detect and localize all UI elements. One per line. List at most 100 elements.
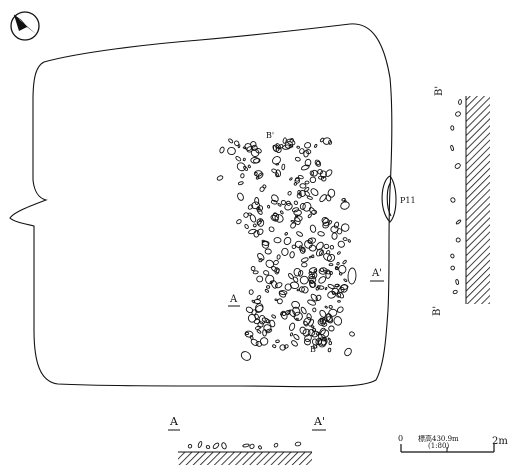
section-a-label-end: A' <box>313 415 325 428</box>
stone <box>275 169 282 178</box>
stone <box>297 270 304 277</box>
stone <box>257 220 262 225</box>
stone <box>331 232 338 240</box>
stone <box>450 145 454 151</box>
scale-elevation: 標高430.9m <box>418 434 459 443</box>
stone <box>344 347 352 357</box>
stone <box>450 265 455 271</box>
stone <box>319 309 327 318</box>
stone <box>327 290 337 299</box>
stone <box>275 339 280 344</box>
stone <box>327 347 332 353</box>
stone <box>294 177 301 184</box>
stone <box>256 295 262 300</box>
stone <box>248 228 257 235</box>
stone <box>452 289 458 295</box>
stone <box>294 217 301 226</box>
stone <box>309 281 317 288</box>
stone <box>294 156 301 162</box>
stone <box>315 241 324 251</box>
stone <box>268 226 275 233</box>
stone <box>306 195 313 200</box>
stone <box>325 194 332 202</box>
stone <box>455 237 461 243</box>
stone <box>311 325 315 329</box>
stone <box>322 217 330 227</box>
stone <box>291 300 300 309</box>
stone <box>257 172 264 179</box>
stone <box>311 169 318 177</box>
stone <box>320 175 327 182</box>
stone <box>308 255 312 259</box>
scale-left-value: 0 <box>398 434 403 443</box>
stone <box>273 442 279 448</box>
pit-p11: P11 <box>381 175 416 223</box>
stone <box>270 199 278 205</box>
plan-label-b-bottom: B' <box>310 345 318 354</box>
stone <box>236 219 242 225</box>
stone <box>321 322 328 327</box>
stone <box>308 244 317 252</box>
stone <box>259 337 269 346</box>
stone <box>337 300 341 303</box>
stone <box>251 201 260 210</box>
stone <box>247 204 254 210</box>
stone <box>311 254 315 259</box>
stone <box>347 239 351 243</box>
stone <box>309 176 317 184</box>
stone <box>316 160 321 166</box>
stone <box>318 276 327 284</box>
stone <box>323 243 330 249</box>
stone <box>246 146 254 153</box>
scale-right-value: 2m <box>492 436 508 447</box>
stone <box>293 333 300 341</box>
stone <box>324 287 328 291</box>
stone <box>258 445 262 450</box>
section-b: B' B' <box>432 86 490 316</box>
stone <box>242 443 250 448</box>
stone <box>308 271 313 275</box>
stone <box>278 144 284 149</box>
stone <box>253 299 261 304</box>
stone <box>265 328 273 334</box>
stone <box>328 220 333 225</box>
stone <box>240 173 245 179</box>
stone <box>343 278 348 283</box>
section-a-hatch <box>178 452 312 465</box>
section-b-hatch <box>466 96 490 304</box>
stone <box>325 269 331 275</box>
stone <box>277 203 282 207</box>
stone <box>254 313 259 320</box>
stone <box>313 269 318 273</box>
stone <box>333 221 340 229</box>
stone <box>299 275 309 285</box>
stone <box>312 344 318 349</box>
stone <box>273 237 282 244</box>
stone <box>219 146 225 154</box>
stone <box>314 159 322 167</box>
stone <box>281 311 287 316</box>
stone <box>296 145 301 149</box>
stone <box>327 284 335 289</box>
stone <box>261 241 270 249</box>
stone <box>325 169 333 177</box>
stone <box>327 337 331 341</box>
stone <box>197 441 203 448</box>
stone <box>337 240 345 248</box>
stone <box>278 290 288 296</box>
stone <box>328 305 333 309</box>
stone <box>240 351 252 361</box>
plan-label-a-end: A' <box>371 268 382 279</box>
stone <box>250 156 260 164</box>
stone <box>269 319 276 328</box>
stone <box>289 332 294 337</box>
stone <box>314 143 318 148</box>
stone <box>292 306 301 316</box>
stone <box>257 321 264 328</box>
stone <box>237 144 241 149</box>
stone <box>317 231 325 237</box>
stone <box>301 286 309 294</box>
stone <box>343 199 347 203</box>
stone <box>274 214 284 223</box>
stone <box>320 329 330 338</box>
